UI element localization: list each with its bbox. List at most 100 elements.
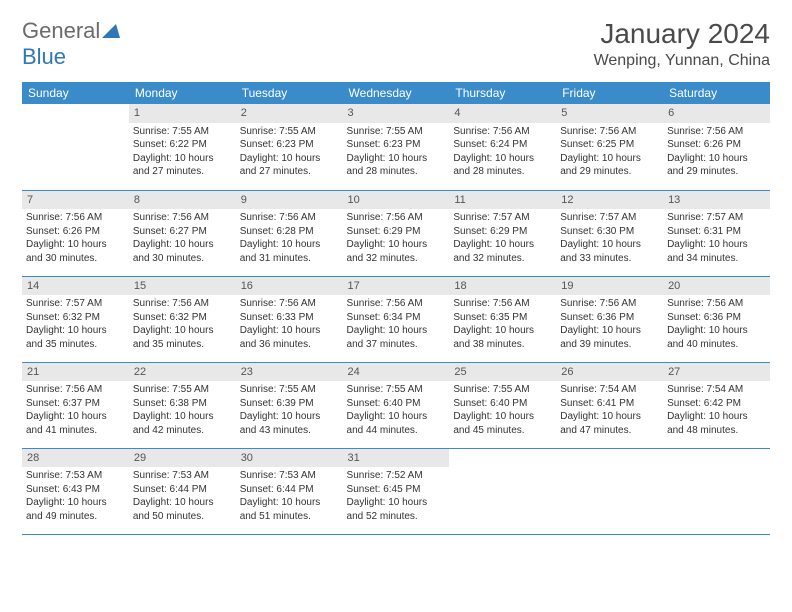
day-number: 20 — [663, 277, 770, 296]
calendar-day-cell: 24Sunrise: 7:55 AMSunset: 6:40 PMDayligh… — [343, 362, 450, 448]
calendar-day-cell: 14Sunrise: 7:57 AMSunset: 6:32 PMDayligh… — [22, 276, 129, 362]
daylight-line: Daylight: 10 hours and 30 minutes. — [26, 238, 125, 265]
calendar-day-cell: . — [556, 448, 663, 534]
daylight-line: Daylight: 10 hours and 27 minutes. — [133, 152, 232, 179]
day-details: Sunrise: 7:53 AMSunset: 6:44 PMDaylight:… — [129, 467, 236, 527]
day-details: Sunrise: 7:53 AMSunset: 6:43 PMDaylight:… — [22, 467, 129, 527]
daylight-line: Daylight: 10 hours and 43 minutes. — [240, 410, 339, 437]
day-details: Sunrise: 7:57 AMSunset: 6:32 PMDaylight:… — [22, 295, 129, 355]
daylight-line: Daylight: 10 hours and 44 minutes. — [347, 410, 446, 437]
day-number: 3 — [343, 104, 450, 123]
day-details: Sunrise: 7:54 AMSunset: 6:42 PMDaylight:… — [663, 381, 770, 441]
day-details: Sunrise: 7:55 AMSunset: 6:22 PMDaylight:… — [129, 123, 236, 183]
day-details: Sunrise: 7:54 AMSunset: 6:41 PMDaylight:… — [556, 381, 663, 441]
daylight-line: Daylight: 10 hours and 31 minutes. — [240, 238, 339, 265]
logo-text-blue: Blue — [22, 44, 66, 69]
sunset-line: Sunset: 6:32 PM — [26, 311, 125, 325]
day-details: Sunrise: 7:55 AMSunset: 6:40 PMDaylight:… — [449, 381, 556, 441]
calendar-day-cell: 25Sunrise: 7:55 AMSunset: 6:40 PMDayligh… — [449, 362, 556, 448]
day-details: Sunrise: 7:56 AMSunset: 6:32 PMDaylight:… — [129, 295, 236, 355]
day-number: 27 — [663, 363, 770, 382]
calendar-day-cell: 15Sunrise: 7:56 AMSunset: 6:32 PMDayligh… — [129, 276, 236, 362]
sunrise-line: Sunrise: 7:55 AM — [240, 383, 339, 397]
day-number: 4 — [449, 104, 556, 123]
calendar-day-cell: 5Sunrise: 7:56 AMSunset: 6:25 PMDaylight… — [556, 104, 663, 190]
day-number: 26 — [556, 363, 663, 382]
calendar-day-cell: 6Sunrise: 7:56 AMSunset: 6:26 PMDaylight… — [663, 104, 770, 190]
sunrise-line: Sunrise: 7:56 AM — [26, 383, 125, 397]
sunset-line: Sunset: 6:30 PM — [560, 225, 659, 239]
day-details: Sunrise: 7:56 AMSunset: 6:37 PMDaylight:… — [22, 381, 129, 441]
sunrise-line: Sunrise: 7:53 AM — [133, 469, 232, 483]
day-number: 13 — [663, 191, 770, 210]
day-details: Sunrise: 7:57 AMSunset: 6:30 PMDaylight:… — [556, 209, 663, 269]
day-details: Sunrise: 7:55 AMSunset: 6:38 PMDaylight:… — [129, 381, 236, 441]
calendar-day-cell: 23Sunrise: 7:55 AMSunset: 6:39 PMDayligh… — [236, 362, 343, 448]
weekday-header: Tuesday — [236, 82, 343, 104]
calendar-body: .1Sunrise: 7:55 AMSunset: 6:22 PMDayligh… — [22, 104, 770, 534]
logo: General Blue — [22, 18, 120, 70]
sunset-line: Sunset: 6:36 PM — [667, 311, 766, 325]
calendar-day-cell: 3Sunrise: 7:55 AMSunset: 6:23 PMDaylight… — [343, 104, 450, 190]
sunset-line: Sunset: 6:44 PM — [240, 483, 339, 497]
weekday-header: Saturday — [663, 82, 770, 104]
day-number: 10 — [343, 191, 450, 210]
sunrise-line: Sunrise: 7:56 AM — [560, 125, 659, 139]
day-number: 2 — [236, 104, 343, 123]
day-number: 14 — [22, 277, 129, 296]
calendar-day-cell: 18Sunrise: 7:56 AMSunset: 6:35 PMDayligh… — [449, 276, 556, 362]
day-number: 1 — [129, 104, 236, 123]
daylight-line: Daylight: 10 hours and 28 minutes. — [347, 152, 446, 179]
calendar-day-cell: 22Sunrise: 7:55 AMSunset: 6:38 PMDayligh… — [129, 362, 236, 448]
calendar-week-row: 7Sunrise: 7:56 AMSunset: 6:26 PMDaylight… — [22, 190, 770, 276]
sunrise-line: Sunrise: 7:56 AM — [240, 297, 339, 311]
calendar-day-cell: 20Sunrise: 7:56 AMSunset: 6:36 PMDayligh… — [663, 276, 770, 362]
calendar-day-cell: 12Sunrise: 7:57 AMSunset: 6:30 PMDayligh… — [556, 190, 663, 276]
calendar-day-cell: 26Sunrise: 7:54 AMSunset: 6:41 PMDayligh… — [556, 362, 663, 448]
weekday-header-row: SundayMondayTuesdayWednesdayThursdayFrid… — [22, 82, 770, 104]
sunrise-line: Sunrise: 7:56 AM — [453, 297, 552, 311]
daylight-line: Daylight: 10 hours and 52 minutes. — [347, 496, 446, 523]
daylight-line: Daylight: 10 hours and 47 minutes. — [560, 410, 659, 437]
sunrise-line: Sunrise: 7:56 AM — [453, 125, 552, 139]
day-number: 23 — [236, 363, 343, 382]
calendar-day-cell: . — [22, 104, 129, 190]
sunset-line: Sunset: 6:38 PM — [133, 397, 232, 411]
sunrise-line: Sunrise: 7:56 AM — [133, 211, 232, 225]
day-number: 18 — [449, 277, 556, 296]
sunset-line: Sunset: 6:44 PM — [133, 483, 232, 497]
sunrise-line: Sunrise: 7:55 AM — [240, 125, 339, 139]
day-details: Sunrise: 7:55 AMSunset: 6:40 PMDaylight:… — [343, 381, 450, 441]
sunrise-line: Sunrise: 7:56 AM — [560, 297, 659, 311]
day-number: 8 — [129, 191, 236, 210]
day-details: Sunrise: 7:56 AMSunset: 6:28 PMDaylight:… — [236, 209, 343, 269]
daylight-line: Daylight: 10 hours and 34 minutes. — [667, 238, 766, 265]
day-number: 12 — [556, 191, 663, 210]
calendar-day-cell: 4Sunrise: 7:56 AMSunset: 6:24 PMDaylight… — [449, 104, 556, 190]
day-number: 11 — [449, 191, 556, 210]
calendar-week-row: 21Sunrise: 7:56 AMSunset: 6:37 PMDayligh… — [22, 362, 770, 448]
sunset-line: Sunset: 6:37 PM — [26, 397, 125, 411]
day-number: 5 — [556, 104, 663, 123]
sunset-line: Sunset: 6:40 PM — [347, 397, 446, 411]
sunset-line: Sunset: 6:24 PM — [453, 138, 552, 152]
sunset-line: Sunset: 6:36 PM — [560, 311, 659, 325]
page-title: January 2024 — [594, 18, 770, 50]
day-details: Sunrise: 7:56 AMSunset: 6:25 PMDaylight:… — [556, 123, 663, 183]
day-details: Sunrise: 7:56 AMSunset: 6:35 PMDaylight:… — [449, 295, 556, 355]
daylight-line: Daylight: 10 hours and 32 minutes. — [347, 238, 446, 265]
day-details: Sunrise: 7:56 AMSunset: 6:24 PMDaylight:… — [449, 123, 556, 183]
day-number: 31 — [343, 449, 450, 468]
day-details: Sunrise: 7:56 AMSunset: 6:26 PMDaylight:… — [663, 123, 770, 183]
sunset-line: Sunset: 6:33 PM — [240, 311, 339, 325]
sunset-line: Sunset: 6:42 PM — [667, 397, 766, 411]
daylight-line: Daylight: 10 hours and 45 minutes. — [453, 410, 552, 437]
sunrise-line: Sunrise: 7:56 AM — [133, 297, 232, 311]
calendar-day-cell: 28Sunrise: 7:53 AMSunset: 6:43 PMDayligh… — [22, 448, 129, 534]
sunset-line: Sunset: 6:26 PM — [667, 138, 766, 152]
sunrise-line: Sunrise: 7:56 AM — [347, 211, 446, 225]
sunset-line: Sunset: 6:45 PM — [347, 483, 446, 497]
calendar-day-cell: 1Sunrise: 7:55 AMSunset: 6:22 PMDaylight… — [129, 104, 236, 190]
logo-text-general: General — [22, 18, 100, 43]
day-number: 21 — [22, 363, 129, 382]
